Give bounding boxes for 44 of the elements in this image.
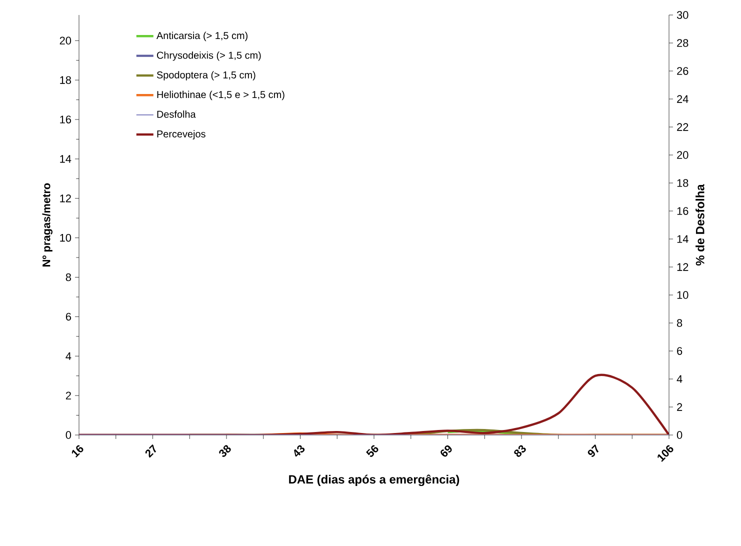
y-tick-label: 6: [66, 312, 72, 321]
y2-axis-title: % de Desfolha: [696, 184, 704, 266]
y-tick-label: 18: [60, 76, 72, 84]
y2-tick-label: 18: [677, 179, 688, 187]
y2-tick-label: 24: [677, 95, 688, 103]
legend-label: Spodoptera (> 1,5 cm): [156, 71, 256, 80]
y2-tick-label: 28: [677, 39, 688, 47]
legend-label: Chrysodeixis (> 1,5 cm): [156, 51, 261, 61]
x-tick-label: 38: [219, 445, 231, 457]
y-tick-label: 10: [60, 234, 72, 242]
y2-tick-label: 30: [676, 11, 688, 19]
y-tick-label: 12: [60, 194, 71, 202]
legend-label: Desfolha: [157, 110, 196, 118]
legend-label: Anticarsia (> 1,5 cm): [156, 32, 248, 42]
y2-tick-label: 4: [676, 375, 682, 383]
legend-label: Heliothinae (<1,5 e > 1,5 cm): [157, 90, 284, 100]
y-tick-label: 8: [66, 273, 72, 282]
x-tick-label: 27: [145, 444, 156, 458]
x-tick-label: 83: [514, 445, 526, 457]
y-tick-label: 14: [60, 155, 72, 163]
y2-tick-label: 20: [677, 151, 688, 159]
y-tick-label: 2: [66, 392, 71, 400]
y-axis-title: Nº pragas/metro: [42, 183, 52, 266]
y2-tick-label: 12: [677, 263, 688, 271]
x-tick-label: 69: [440, 445, 452, 457]
y-tick-label: 0: [66, 431, 72, 439]
x-tick-label: 43: [294, 445, 305, 457]
y2-tick-label: 8: [676, 319, 682, 327]
y2-tick-label: 14: [677, 235, 688, 243]
legend-label: Percevejos: [157, 130, 206, 140]
y2-tick-label: 6: [677, 347, 682, 355]
y2-tick-label: 10: [677, 291, 688, 299]
x-tick-label: 56: [366, 445, 378, 457]
y2-tick-label: 2: [677, 403, 682, 411]
y-tick-label: 20: [60, 36, 72, 45]
y2-tick-label: 26: [677, 67, 688, 75]
x-tick-label: 97: [588, 444, 599, 457]
x-axis-title: DAE (dias após a emergência): [289, 474, 460, 486]
y2-tick-label: 0: [676, 431, 682, 439]
y2-tick-label: 16: [677, 207, 688, 215]
y-tick-label: 16: [60, 116, 72, 124]
y-tick-label: 4: [66, 352, 72, 360]
y2-tick-label: 22: [677, 123, 688, 131]
x-tick-label: 106: [658, 445, 674, 462]
